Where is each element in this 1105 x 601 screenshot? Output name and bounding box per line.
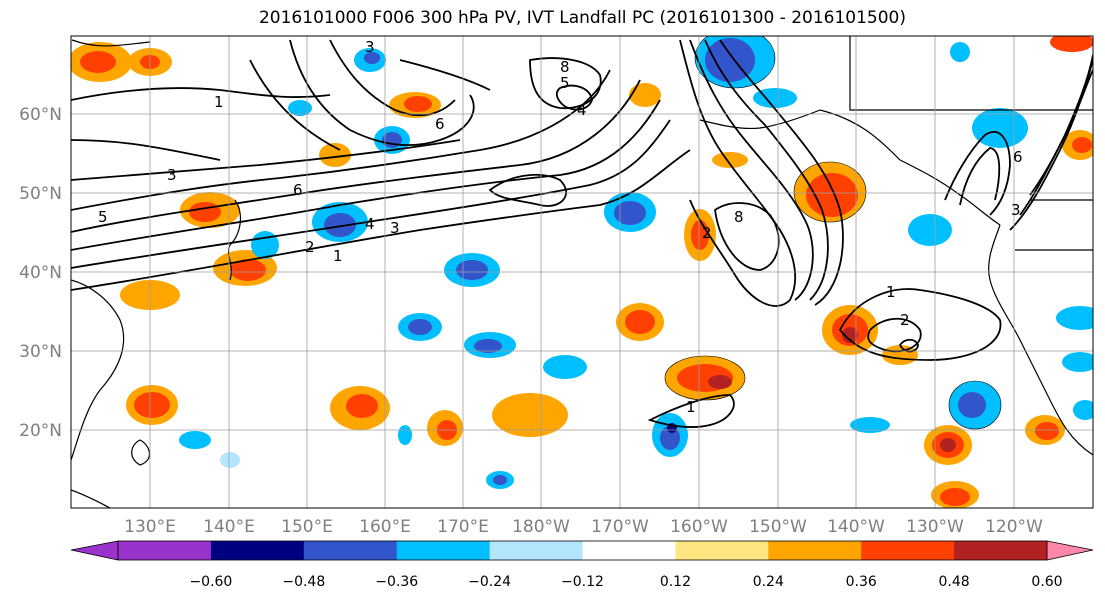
lat-label: 50°N (19, 184, 62, 204)
contour-label: 3 (1011, 201, 1021, 219)
colorbar-bin (303, 541, 398, 560)
lon-label: 160°E (359, 517, 411, 537)
lon-label: 170°E (437, 517, 489, 537)
lat-label: 40°N (19, 263, 62, 283)
contour-label: 6 (293, 181, 303, 199)
contour-label: 8 (560, 58, 570, 76)
contour-label: 5 (560, 74, 570, 92)
lon-label: 150°W (749, 517, 807, 537)
colorbar-bin (396, 541, 491, 560)
colorbar-tick-label: −0.12 (561, 574, 604, 590)
colorbar-tick-label: 0.36 (846, 574, 877, 590)
colorbar-bin (861, 541, 955, 560)
contour-label: 1 (214, 93, 224, 111)
gridlines (71, 36, 1093, 508)
cool-anomaly (179, 36, 1093, 489)
lon-label: 170°W (591, 517, 649, 537)
contour-label: 2 (900, 311, 910, 329)
contour-label: 1 (686, 398, 696, 416)
lat-label: 20°N (19, 421, 62, 441)
lon-label: 140°E (203, 517, 255, 537)
contour-label: 5 (98, 208, 108, 226)
colorbar-tick-label: −0.60 (189, 574, 232, 590)
colorbar-tick-label: 0.48 (939, 574, 970, 590)
contour-label: 8 (734, 208, 744, 226)
contour-label: 6 (1013, 148, 1023, 166)
colorbar-bin (954, 541, 1048, 560)
map-frame (70, 35, 1094, 509)
colorbar-tick-label: 0.12 (660, 574, 691, 590)
lon-label: 130°W (906, 517, 964, 537)
contour-label: 3 (365, 38, 375, 56)
colorbar-low-extend (70, 540, 119, 561)
lon-label: 150°E (281, 517, 333, 537)
ivt-shading (71, 36, 1093, 508)
contour-labels: 1 2 3 4 5 6 8 1 2 3 4 5 6 8 1 2 3 1 3 6 (98, 38, 1023, 416)
contour-label: 3 (390, 219, 400, 237)
contour-label: 1 (333, 247, 343, 265)
lat-label: 30°N (19, 342, 62, 362)
latitude-labels: 60°N 50°N 40°N 30°N 20°N (19, 105, 62, 441)
blob-outlines (664, 36, 1002, 430)
colorbar-bin (489, 541, 583, 560)
colorbar: −0.60 −0.48 −0.36 −0.24 −0.12 0.12 0.24 0.36 0.4… (70, 540, 1094, 590)
coastlines (71, 36, 1093, 508)
longitude-labels: 130°E 140°E 150°E 160°E 170°E 180°W 170°… (124, 517, 1043, 537)
colorbar-tick-label: −0.48 (282, 574, 325, 590)
colorbar-bin (768, 541, 862, 560)
colorbar-bin (675, 541, 769, 560)
colorbar-outline (117, 540, 1048, 561)
colorbar-tick-label: −0.36 (375, 574, 418, 590)
colorbar-bin (118, 541, 212, 560)
lat-label: 60°N (19, 105, 62, 125)
warm-anomaly (71, 36, 1093, 508)
colorbar-tick-label: 0.60 (1031, 574, 1062, 590)
lon-label: 160°W (670, 517, 728, 537)
lon-label: 140°W (827, 517, 885, 537)
lon-label: 120°W (985, 517, 1043, 537)
lon-label: 180°W (512, 517, 570, 537)
contour-label: 4 (577, 101, 587, 119)
map-title: 2016101000 F006 300 hPa PV, IVT Landfall… (258, 8, 906, 28)
contour-label: 2 (702, 224, 712, 242)
colorbar-high-extend (1046, 540, 1094, 561)
colorbar-tick-label: 0.24 (753, 574, 784, 590)
contour-label: 6 (435, 115, 445, 133)
contour-label: 3 (167, 166, 177, 184)
contour-label: 1 (886, 283, 896, 301)
lon-label: 130°E (124, 517, 176, 537)
colorbar-bin (210, 541, 305, 560)
colorbar-bin (582, 541, 676, 560)
colorbar-tick-label: −0.24 (468, 574, 511, 590)
contour-label: 2 (305, 238, 315, 256)
contour-label: 4 (365, 215, 375, 233)
